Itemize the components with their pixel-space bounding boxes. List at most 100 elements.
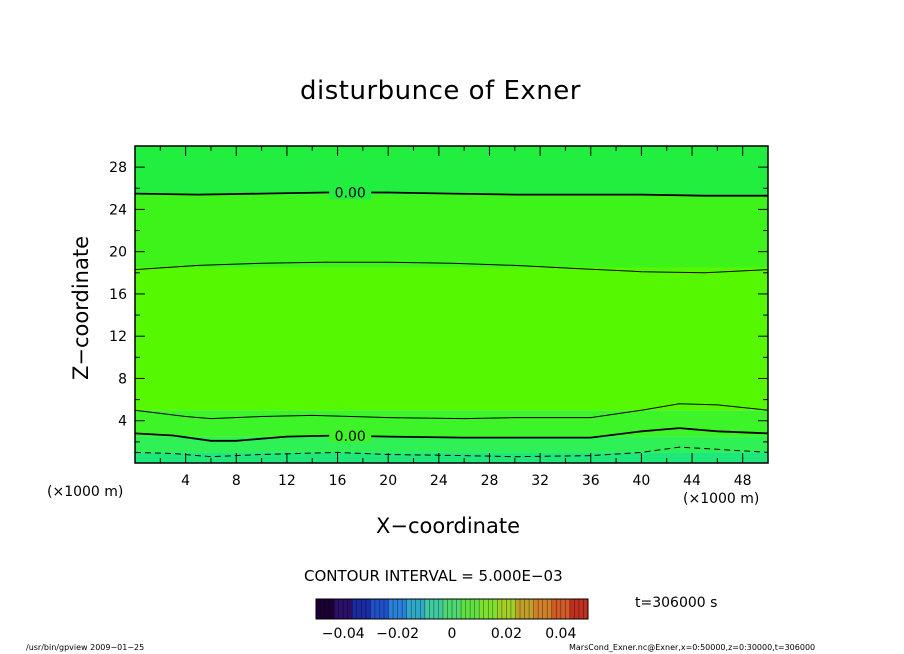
- contour-label-0: 0.00: [335, 185, 366, 201]
- x-tick-label: 20: [379, 473, 397, 489]
- plot-frame: [134, 145, 769, 464]
- x-tick-label: 40: [632, 473, 650, 489]
- colorbar-cell: [569, 599, 575, 619]
- colorbar-cell: [574, 599, 580, 619]
- time-label: t=306000 s: [635, 595, 718, 611]
- colorbar-cell: [565, 599, 571, 619]
- y-tick-label: 16: [109, 287, 127, 303]
- shading-band-0: [135, 452, 768, 463]
- colorbar-cell: [470, 599, 476, 619]
- contour-label-bg-3: [329, 428, 372, 443]
- colorbar-cell: [461, 599, 467, 619]
- colorbar-cell: [510, 599, 516, 619]
- x-tick-label: 44: [683, 473, 701, 489]
- contour-line-2: [134, 403, 769, 420]
- colorbar-cell: [433, 599, 439, 619]
- contour-line-1: [134, 261, 769, 274]
- footer-right: MarsCond_Exner.nc@Exner,x=0:50000,z=0:30…: [569, 643, 816, 652]
- colorbar: −0.04 −0.02 0 0.02 0.04: [315, 598, 589, 642]
- footer-left: /usr/bin/gpview 2009−01−25: [26, 643, 145, 652]
- y-tick-label: 8: [118, 371, 127, 387]
- x-tick-label: 16: [329, 473, 347, 489]
- colorbar-cell: [424, 599, 430, 619]
- y-tick-label: 4: [118, 414, 127, 430]
- colorbar-cell: [483, 599, 489, 619]
- colorbar-cell: [374, 599, 380, 619]
- colorbar-cell: [397, 599, 403, 619]
- colorbar-cell: [529, 599, 535, 619]
- colorbar-cell: [388, 599, 394, 619]
- colorbar-cell: [520, 599, 526, 619]
- colorbar-cell: [492, 599, 498, 619]
- y-tick-label: 28: [109, 160, 127, 176]
- colorbar-cell: [343, 599, 349, 619]
- colorbar-cell: [411, 599, 417, 619]
- x-unit-right: (×1000 m): [683, 491, 760, 507]
- colorbar-cell: [497, 599, 503, 619]
- colorbar-cell: [402, 599, 408, 619]
- colorbar-cell: [370, 599, 376, 619]
- shading-band-3: [135, 267, 768, 411]
- contour-label-bg-0: [329, 185, 372, 200]
- colorbar-tick-label: 0.02: [491, 626, 522, 642]
- y-tick-label: 20: [109, 245, 127, 261]
- contour-lines: 0.00 0.00: [134, 185, 769, 458]
- contour-line-4: [134, 446, 769, 458]
- colorbar-cell: [406, 599, 412, 619]
- x-tick-label: 12: [278, 473, 296, 489]
- shading-band-5: [135, 146, 768, 195]
- colorbar-cell: [447, 599, 453, 619]
- colorbar-cell: [379, 599, 385, 619]
- colorbar-cell: [515, 599, 521, 619]
- colorbar-tick-label: −0.04: [322, 626, 365, 642]
- colorbar-cell: [347, 599, 353, 619]
- colorbar-cell: [465, 599, 471, 619]
- plot-border: [134, 145, 769, 464]
- colorbar-cell: [320, 599, 326, 619]
- colorbar-cell: [316, 599, 322, 619]
- colorbar-cell: [334, 599, 340, 619]
- colorbar-cell: [352, 599, 358, 619]
- colorbar-cell: [583, 599, 589, 619]
- contour-line-3: [134, 427, 769, 442]
- shading-bands: [135, 146, 768, 463]
- y-tick-label: 12: [109, 329, 127, 345]
- x-axis-label: X−coordinate: [376, 514, 520, 538]
- chart-title: disturbunce of Exner: [300, 76, 581, 106]
- colorbar-cell: [578, 599, 584, 619]
- contour-label-3: 0.00: [335, 429, 366, 445]
- y-tick-label: 24: [109, 202, 127, 218]
- colorbar-cell: [420, 599, 426, 619]
- colorbar-cell: [429, 599, 435, 619]
- colorbar-cell: [456, 599, 462, 619]
- colorbar-cell: [533, 599, 539, 619]
- colorbar-cell: [365, 599, 371, 619]
- colorbar-cell: [560, 599, 566, 619]
- colorbar-cell: [542, 599, 548, 619]
- colorbar-cell: [479, 599, 485, 619]
- colorbar-cell: [556, 599, 562, 619]
- x-tick-label: 24: [430, 473, 448, 489]
- colorbar-tick-label: 0.04: [545, 626, 576, 642]
- colorbar-cell: [488, 599, 494, 619]
- colorbar-border: [315, 598, 589, 620]
- colorbar-cell: [415, 599, 421, 619]
- colorbar-cell: [384, 599, 390, 619]
- shading-band-2: [135, 410, 768, 437]
- colorbar-tick-label: 0: [448, 626, 457, 642]
- x-tick-label: 48: [734, 473, 752, 489]
- colorbar-cell: [501, 599, 507, 619]
- colorbar-tick-label: −0.02: [376, 626, 419, 642]
- colorbar-cell: [506, 599, 512, 619]
- colorbar-cell: [338, 599, 344, 619]
- colorbar-cell: [329, 599, 335, 619]
- colorbar-cell: [474, 599, 480, 619]
- shading-band-4: [135, 194, 768, 268]
- contour-line-0: [134, 191, 768, 197]
- x-tick-label: 8: [232, 473, 241, 489]
- x-unit-left: (×1000 m): [47, 484, 124, 500]
- x-tick-label: 32: [531, 473, 549, 489]
- colorbar-cell: [325, 599, 331, 619]
